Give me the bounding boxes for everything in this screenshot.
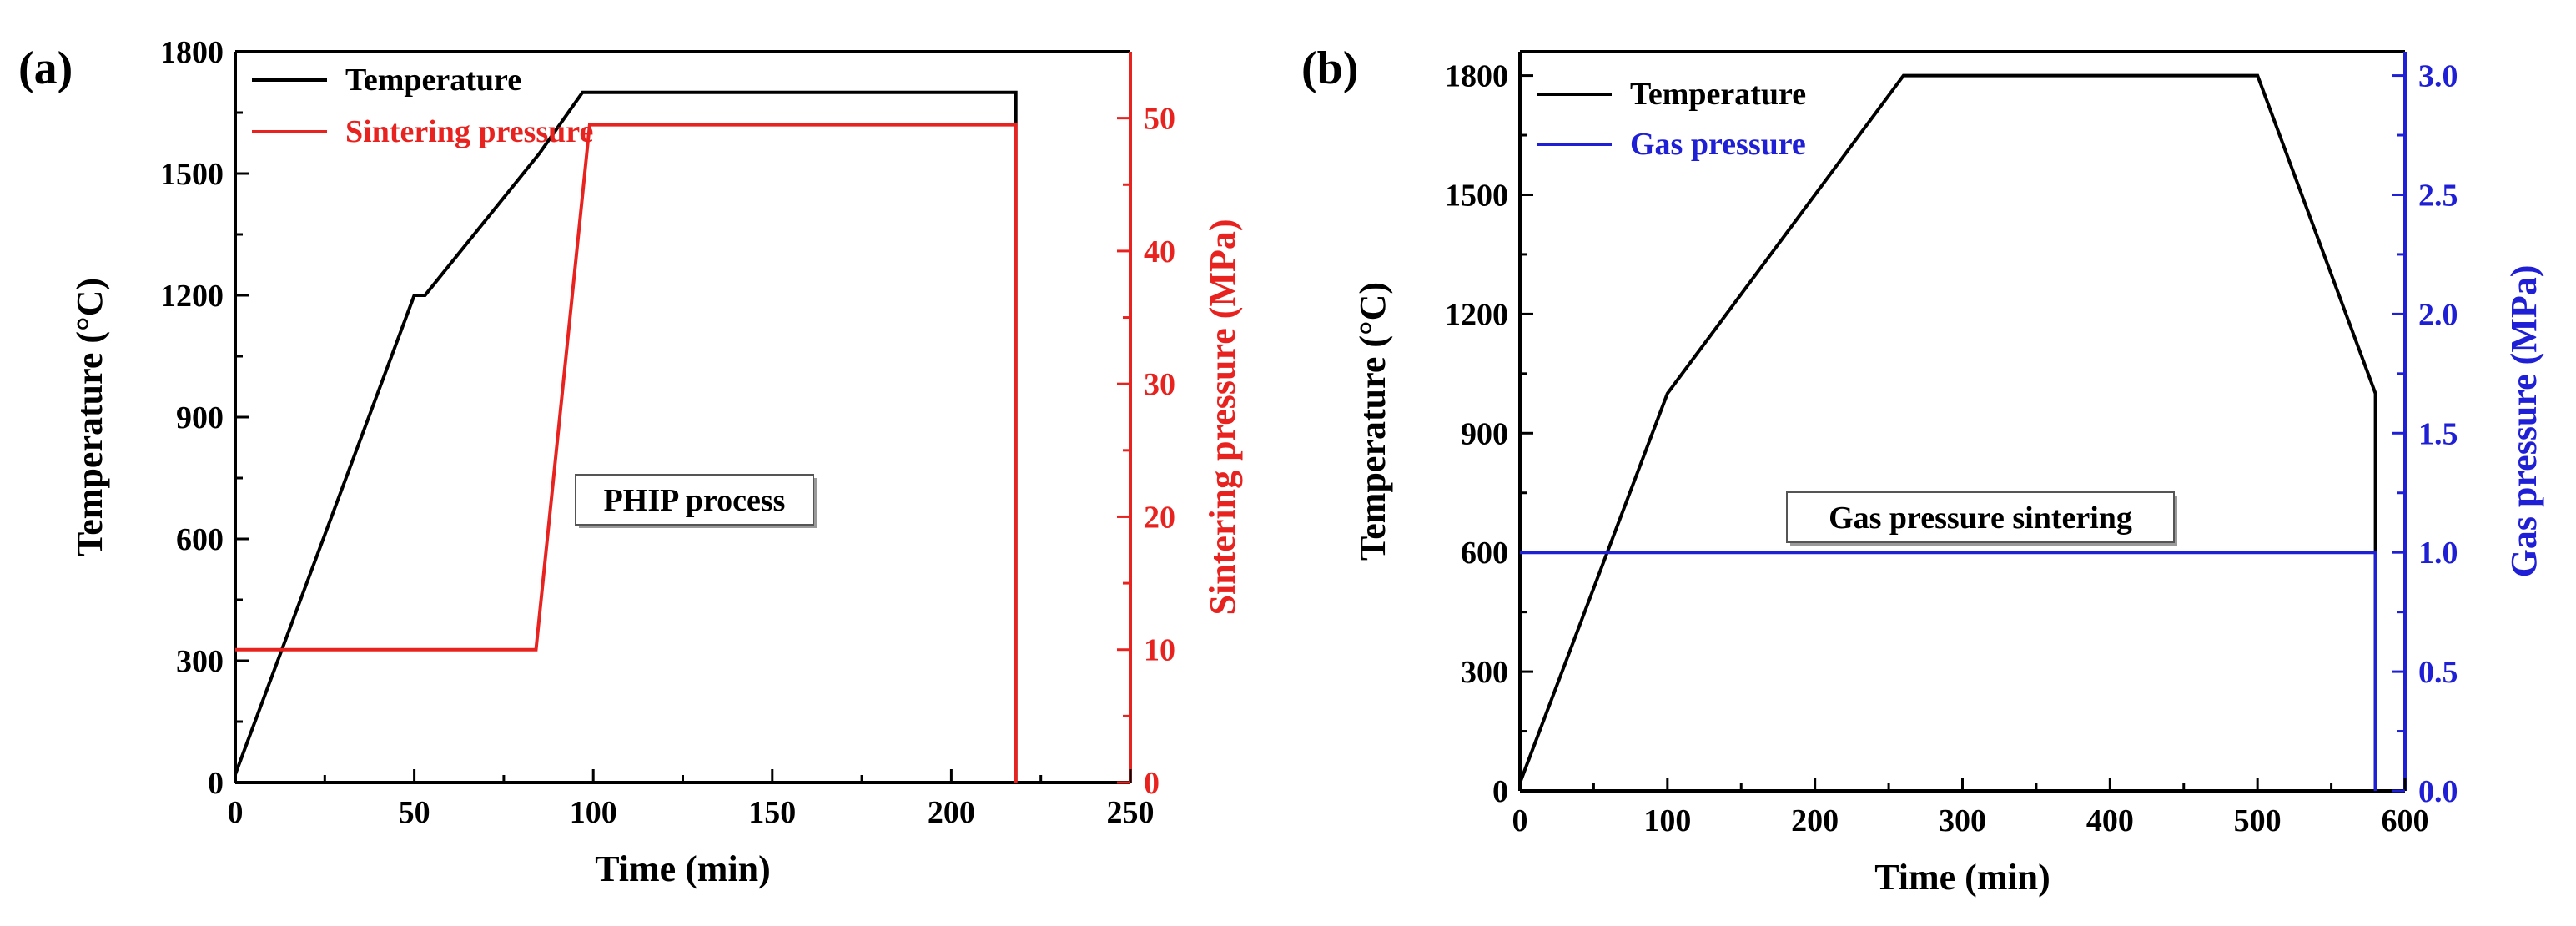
annotation-box [1786, 491, 2175, 543]
y-tick-label: 1200 [160, 279, 224, 314]
y-tick-label: 1800 [1445, 59, 1508, 94]
x-tick-label: 400 [2086, 803, 2134, 838]
series-line-temperature [1518, 73, 2377, 791]
y-tick-label: 1500 [160, 157, 224, 192]
y2-tick-label: 3.0 [2418, 59, 2458, 94]
y2-tick-label: 30 [1144, 367, 1175, 402]
y2-tick-label: 40 [1144, 234, 1175, 269]
y2-tick-label: 2.5 [2418, 178, 2458, 213]
legend-label: Gas pressure [1630, 127, 1806, 162]
series-line-sintering-pressure [235, 123, 1018, 783]
x-tick-label: 0 [228, 795, 244, 830]
y2-tick-label: 2.0 [2418, 297, 2458, 332]
panel-a-temperature-sintering-pressure-chart: (a)0 50 100 150 200 2500300600900120015001800… [18, 35, 1243, 889]
panel-label: (a) [18, 43, 73, 94]
x-tick-label: 150 [748, 795, 796, 830]
x-axis-title: Time (min) [595, 848, 771, 889]
y2-tick-label: 0 [1144, 766, 1160, 801]
y-tick-label: 1800 [160, 35, 224, 70]
y2-axis-title: Sintering pressure (MPa) [1202, 219, 1243, 616]
x-tick-label: 200 [928, 795, 975, 830]
y-tick-label: 300 [176, 644, 224, 679]
x-tick-label: 100 [1643, 803, 1691, 838]
y-tick-label: 900 [1461, 416, 1508, 451]
x-tick-label: 100 [570, 795, 617, 830]
x-tick-label: 250 [1107, 795, 1155, 830]
y-tick-label: 300 [1461, 655, 1508, 690]
annotation-label: Gas pressure sintering [1829, 501, 2132, 536]
y-tick-label: 1500 [1445, 178, 1508, 213]
x-axis-title: Time (min) [1874, 857, 2050, 898]
y-tick-label: 900 [176, 400, 224, 435]
legend-label: Temperature [1630, 77, 1806, 112]
y2-axis-title: Gas pressure (MPa) [2503, 265, 2544, 578]
panel-label: (b) [1301, 43, 1358, 94]
panel-b-temperature-gas-pressure-chart: (b) 0 100 200 300 400 500 600 0 300 600 900 1200 1500… [1301, 43, 2544, 898]
y2-tick-label: 20 [1144, 500, 1175, 535]
y-tick-label: 600 [1461, 536, 1508, 571]
y-tick-label: 1200 [1445, 297, 1508, 332]
x-tick-label: 300 [1939, 803, 1986, 838]
x-tick-label: 50 [399, 795, 430, 830]
x-tick-label: 0 [1512, 803, 1528, 838]
y2-tick-label: 0.5 [2418, 655, 2458, 690]
x-tick-label: 500 [2234, 803, 2282, 838]
legend-label: Temperature [345, 63, 521, 98]
x-tick-label: 600 [2382, 803, 2429, 838]
x-tick-label: 200 [1791, 803, 1839, 838]
series-line-temperature [234, 90, 1018, 783]
y2-tick-label: 10 [1144, 633, 1175, 668]
y-axis-title: Temperature (°C) [69, 278, 110, 556]
legend-label: Sintering pressure [345, 114, 593, 149]
annotation-box [575, 474, 814, 526]
y-tick-label: 0 [1492, 774, 1508, 809]
y2-tick-label: 1.0 [2418, 536, 2458, 571]
y2-tick-label: 50 [1144, 102, 1175, 137]
y-tick-label: 600 [176, 522, 224, 557]
series-line-gas-pressure [1520, 551, 2377, 791]
y-tick-label: 0 [208, 766, 224, 801]
y2-tick-label: 0.0 [2418, 774, 2458, 809]
annotation-label: PHIP process [604, 483, 786, 518]
y2-tick-label: 1.5 [2418, 416, 2458, 451]
y-axis-title: Temperature (°C) [1352, 282, 1393, 561]
